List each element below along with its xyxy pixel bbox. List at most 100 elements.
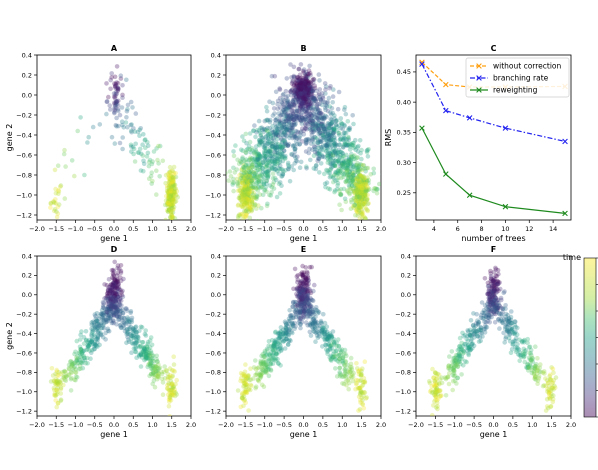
data-point: [305, 315, 310, 320]
data-point: [303, 125, 309, 131]
data-point: [259, 382, 265, 388]
data-point: [279, 334, 284, 340]
data-point: [336, 344, 342, 349]
data-point: [298, 299, 303, 305]
data-point: [102, 296, 107, 301]
data-point: [306, 85, 312, 91]
data-point: [541, 369, 547, 374]
data-point: [103, 317, 109, 323]
data-point: [296, 78, 302, 84]
data-point: [111, 273, 117, 279]
data-point: [351, 190, 357, 195]
data-point: [533, 367, 538, 372]
data-point: [254, 180, 260, 186]
data-point: [328, 353, 334, 359]
data-point: [280, 139, 285, 145]
data-point: [296, 98, 301, 103]
data-point: [336, 175, 341, 181]
data-point: [168, 173, 173, 178]
data-point: [365, 185, 371, 190]
data-point: [549, 380, 555, 386]
y-tick-label-A: −0.6: [16, 151, 32, 159]
data-point: [333, 118, 339, 123]
data-point: [260, 127, 265, 132]
data-point: [149, 366, 155, 371]
data-point: [317, 139, 323, 145]
data-point: [275, 152, 280, 158]
data-point: [512, 319, 518, 325]
data-point: [125, 326, 130, 332]
data-point: [246, 187, 252, 192]
data-point: [269, 165, 274, 170]
data-point: [253, 358, 258, 363]
data-point: [111, 280, 116, 286]
data-point: [310, 123, 316, 129]
data-point: [513, 319, 518, 325]
data-point: [282, 346, 288, 351]
data-point: [95, 321, 100, 326]
data-point: [271, 357, 276, 362]
data-point: [298, 303, 304, 308]
data-point: [293, 128, 299, 134]
data-point: [281, 169, 286, 174]
data-point: [167, 194, 173, 200]
data-point: [282, 319, 288, 325]
data-point: [159, 376, 165, 382]
data-point: [172, 190, 178, 195]
data-point: [269, 346, 275, 352]
data-point: [107, 291, 112, 296]
data-point: [231, 180, 236, 186]
data-point: [299, 106, 305, 112]
data-point: [55, 204, 61, 209]
data-point: [53, 186, 58, 192]
data-point: [325, 146, 330, 151]
data-point: [337, 171, 343, 176]
data-point: [54, 367, 59, 373]
data-point: [112, 103, 118, 109]
data-point: [105, 298, 111, 304]
y-tick-label-D: 0.0: [22, 291, 32, 299]
data-point: [283, 132, 288, 138]
data-point: [152, 372, 157, 377]
data-point: [320, 112, 325, 117]
data-point: [355, 185, 361, 191]
data-point: [149, 371, 154, 377]
data-point: [532, 374, 538, 380]
data-point: [311, 288, 316, 294]
data-point: [94, 336, 99, 342]
data-point: [172, 196, 177, 202]
data-point: [133, 349, 138, 354]
data-point: [331, 162, 337, 168]
data-point: [133, 325, 138, 330]
data-point: [89, 333, 94, 339]
data-point: [98, 331, 104, 336]
data-point: [288, 62, 293, 67]
data-point: [244, 376, 250, 382]
data-point: [346, 386, 352, 392]
data-point: [305, 313, 310, 319]
data-point: [360, 177, 365, 183]
data-point: [357, 172, 363, 178]
data-point: [62, 147, 67, 153]
data-point: [364, 177, 369, 183]
data-point: [245, 186, 250, 191]
data-point: [246, 175, 251, 180]
data-point: [337, 154, 343, 160]
data-point: [126, 318, 131, 324]
data-point: [295, 91, 301, 97]
data-point: [300, 115, 305, 121]
data-point: [91, 344, 97, 349]
data-point: [153, 369, 159, 375]
data-point: [144, 345, 150, 350]
data-point: [106, 313, 111, 318]
data-point: [258, 360, 263, 366]
data-point: [172, 387, 177, 392]
data-point: [155, 374, 160, 380]
data-point: [307, 84, 313, 89]
data-point: [287, 113, 293, 119]
data-point: [270, 144, 276, 149]
data-point: [280, 167, 285, 172]
data-point: [292, 146, 298, 152]
data-point: [239, 190, 244, 195]
data-point: [301, 86, 307, 92]
